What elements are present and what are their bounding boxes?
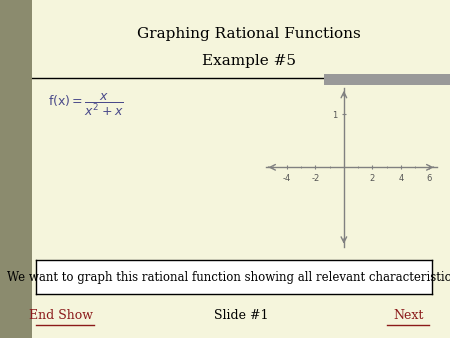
Text: We want to graph this rational function showing all relevant characteristics.: We want to graph this rational function … bbox=[7, 271, 450, 284]
Text: Graphing Rational Functions: Graphing Rational Functions bbox=[137, 27, 361, 41]
Text: $\mathrm{f(x)} = \dfrac{x}{x^2 + x}$: $\mathrm{f(x)} = \dfrac{x}{x^2 + x}$ bbox=[48, 92, 124, 118]
Text: End Show: End Show bbox=[29, 309, 93, 322]
Text: Next: Next bbox=[393, 309, 423, 322]
Text: Example #5: Example #5 bbox=[202, 54, 296, 68]
Text: Slide #1: Slide #1 bbox=[213, 309, 268, 322]
